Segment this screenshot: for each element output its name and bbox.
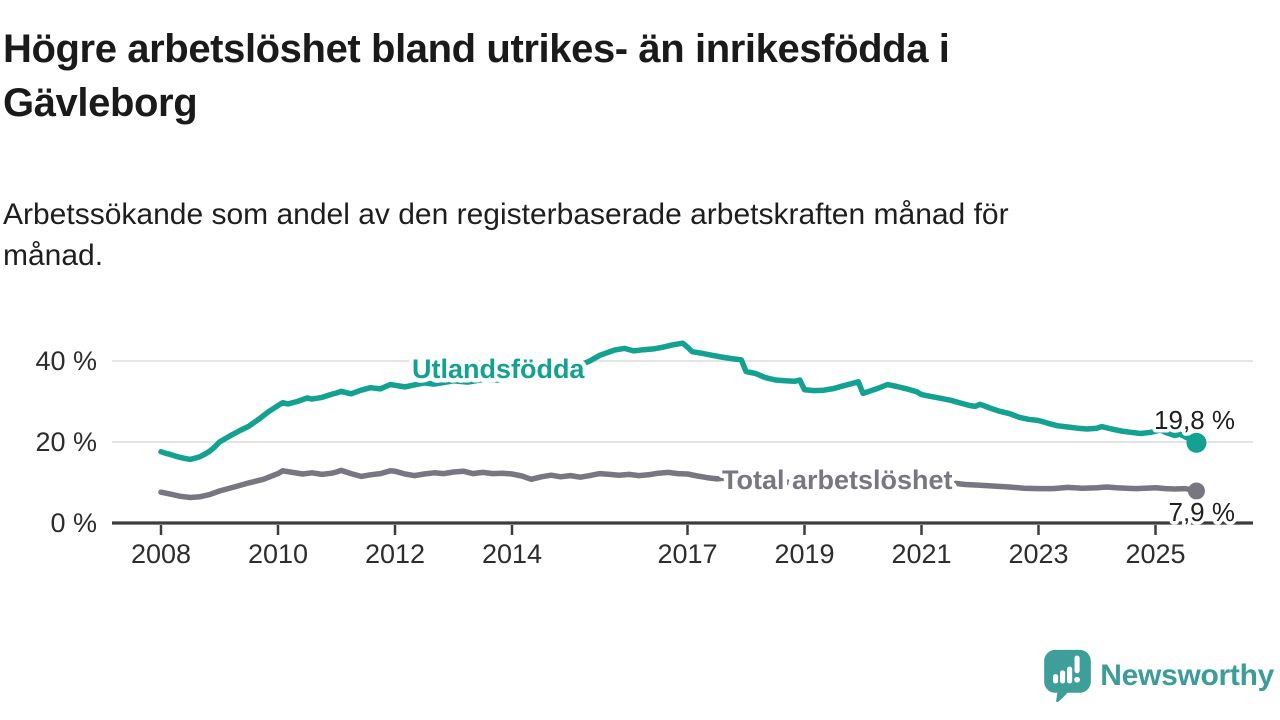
y-tick-label-0: 0 % — [50, 508, 97, 538]
series-end-value-total-arbetsloshet: 7,9 % — [1169, 497, 1236, 527]
page-title-line1: Högre arbetslöshet bland utrikes- än inr… — [3, 27, 950, 71]
x-tick-label-2012: 2012 — [365, 539, 425, 569]
x-tick-label-2025: 2025 — [1125, 539, 1185, 569]
chart-subtitle: Arbetssökande som andel av den registerb… — [3, 194, 1223, 277]
series-end-dot-total-arbetsloshet — [1187, 482, 1205, 500]
y-tick-label-40: 40 % — [35, 346, 97, 376]
x-tick-label-2014: 2014 — [482, 539, 542, 569]
page-title: Högre arbetslöshet bland utrikes- än inr… — [3, 22, 1223, 131]
x-tick-label-2021: 2021 — [891, 539, 951, 569]
series-end-dot-utlandsfodda — [1186, 432, 1207, 453]
newsworthy-logo: Newsworthy — [1044, 648, 1274, 704]
logo-bar-2 — [1060, 670, 1066, 684]
x-tick-label-2017: 2017 — [657, 539, 717, 569]
series-label-utlandsfodda: Utlandsfödda — [412, 354, 585, 384]
series-label-total-arbetsloshet: Total arbetslöshet — [722, 465, 953, 495]
logo-bar-1 — [1053, 674, 1059, 684]
chart-subtitle-line1: Arbetssökande som andel av den registerb… — [3, 198, 1009, 231]
x-tick-label-2023: 2023 — [1008, 539, 1068, 569]
series-line-utlandsfodda — [158, 340, 1200, 463]
x-tick-label-2019: 2019 — [774, 539, 834, 569]
chart-subtitle-line2: månad. — [3, 239, 104, 273]
page-title-line2: Gävleborg — [3, 81, 198, 126]
x-tick-label-2010: 2010 — [248, 539, 308, 569]
logo-bar-3 — [1067, 666, 1073, 684]
series-end-value-utlandsfodda: 19,8 % — [1154, 405, 1235, 435]
newsworthy-logo-text: Newsworthy — [1100, 659, 1274, 692]
logo-exclamation-icon — [1074, 655, 1080, 674]
newsworthy-logo-icon — [1044, 649, 1092, 703]
y-tick-label-20: 20 % — [35, 427, 97, 457]
series-line-total-arbetsloshet — [158, 467, 1200, 501]
x-tick-label-2008: 2008 — [131, 539, 191, 569]
logo-exclamation-dot — [1074, 676, 1081, 683]
